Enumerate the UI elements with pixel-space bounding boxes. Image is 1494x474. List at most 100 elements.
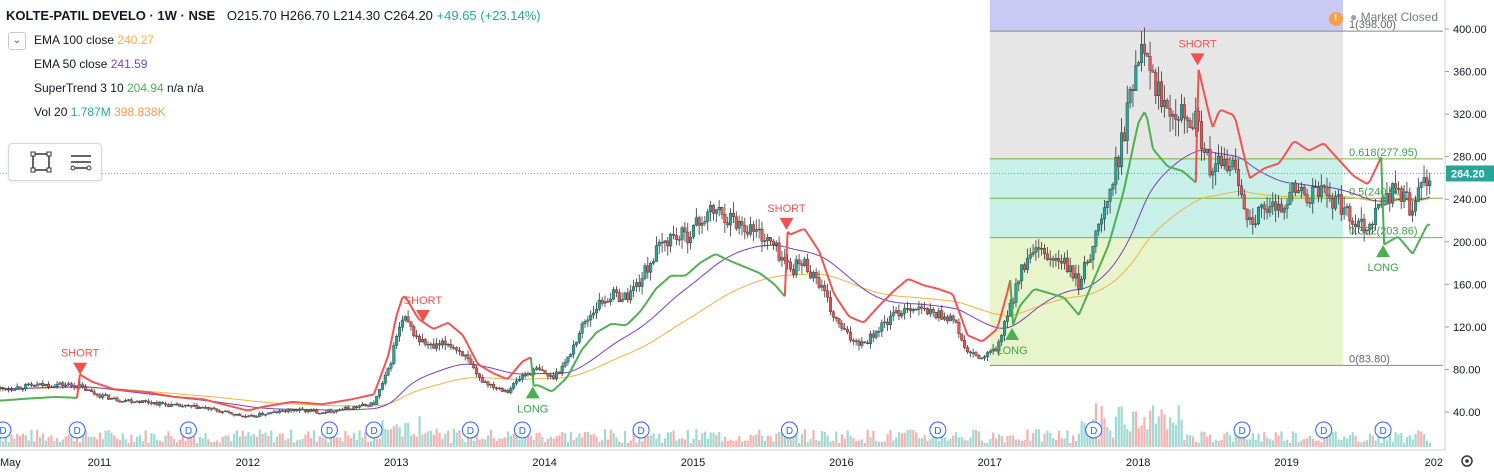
candle [709,201,713,222]
candle [295,408,299,413]
candle-body [1262,204,1266,210]
candle-body [1396,188,1400,190]
volume-bar [241,430,244,447]
indicator-ema50[interactable]: EMA 50 close 241.59 [34,57,147,71]
candle [435,338,439,352]
gear-icon[interactable] [1461,455,1473,467]
candle-body [1302,186,1306,195]
candle [29,381,33,388]
candle-body [934,311,938,319]
candle-body [380,383,384,390]
volume-bar [1069,442,1072,447]
candle [47,381,51,390]
volume-bar [292,442,296,447]
volume-bar [1137,428,1140,447]
volume-bar [541,436,544,447]
volume-bar [1334,431,1337,447]
candle [446,343,450,348]
volume-bar [892,440,895,447]
candle [757,219,761,239]
candle [1345,203,1349,217]
candle [720,206,724,220]
candle-body [1,387,5,389]
supertrend-segment [236,406,240,410]
volume-bar [21,433,25,447]
rectangle-tool-icon[interactable] [27,148,55,176]
candle-body [1425,177,1429,186]
symbol-title[interactable]: KOLTE-PATIL DEVELO · 1W · NSE [6,8,216,23]
volume-bar [1360,442,1363,447]
volume-bar [732,440,735,447]
volume-bar [193,436,196,447]
indicator-supertrend[interactable]: SuperTrend 3 10 204.94 n/a n/a [34,81,204,95]
candle [172,403,176,406]
supertrend-segment [1226,111,1231,115]
candle [1316,181,1320,203]
volume-bar [161,441,164,447]
supertrend-segment [1160,158,1166,164]
candle [292,409,296,413]
supertrend-segment [1420,230,1425,238]
supertrend-segment [944,290,948,294]
candle [1131,84,1135,108]
supertrend-segment [561,378,566,383]
candle-body [674,235,678,240]
candle-body [181,405,185,408]
volume-bar [803,429,806,447]
candle-body [135,401,139,403]
candle [1094,229,1098,254]
indicator-ema100[interactable]: EMA 100 close 240.27 [34,33,154,47]
candle [640,271,644,295]
candle-body [540,369,544,371]
volume-bar [335,437,338,447]
volume-bar [321,437,324,447]
candle [72,382,76,391]
settings-lines-icon[interactable] [67,148,95,176]
supertrend-segment [664,277,669,282]
candle [840,319,844,332]
supertrend-segment [1231,114,1237,121]
supertrend-segment [458,331,463,336]
supertrend-segment [1397,236,1402,241]
volume-bar [1037,429,1040,447]
volume-bar [130,434,133,447]
candle [44,383,48,387]
candle-body [800,263,804,266]
candle [1245,208,1249,228]
candle-body [226,410,230,413]
candle-body [974,352,978,356]
volume-bar [524,436,527,447]
supertrend-segment [555,384,561,389]
candle [1336,189,1340,205]
candle [400,315,404,332]
supertrend-segment [1263,166,1268,170]
candle-body [235,413,239,416]
supertrend-segment [1137,116,1143,123]
volume-bar [1237,436,1240,447]
volume-bar [1174,424,1177,447]
candle-body [243,415,247,418]
collapse-legend-button[interactable]: ⌄ [8,32,26,50]
supertrend-segment [1114,209,1120,220]
supertrend-segment [1352,174,1357,178]
volume-bar [195,442,199,447]
candle-body [1234,160,1238,170]
supertrend-segment [963,326,969,336]
candle [58,381,62,386]
volume-bar [1371,435,1374,447]
candle-body [426,343,430,346]
candle-body [386,368,390,376]
candle [1402,184,1406,208]
warning-icon[interactable]: ! [1328,12,1343,26]
candle [1248,209,1252,226]
supertrend-segment [455,329,461,334]
volume-bar [290,429,293,447]
volume-bar [658,433,661,447]
candle-body [774,242,778,246]
volume-bar [1234,430,1237,447]
candle [183,404,187,408]
volume-bar [1054,439,1058,447]
indicator-volume[interactable]: Vol 20 1.787M 398.838K [34,105,165,119]
candle-body [503,390,507,392]
